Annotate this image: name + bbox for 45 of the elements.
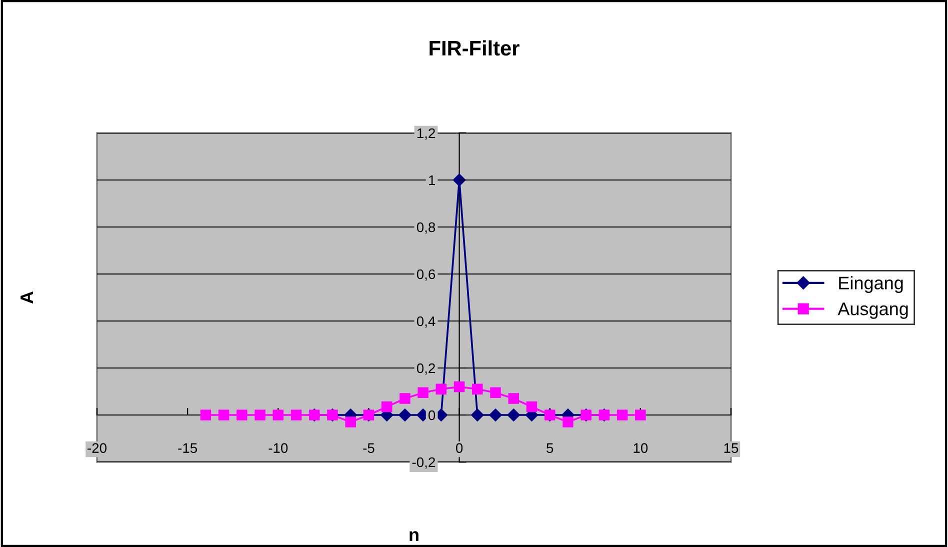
point — [436, 384, 447, 395]
y-tick-label: 0,8 — [416, 222, 436, 234]
y-tick-label: 1 — [429, 175, 435, 186]
x-tick-label: 0 — [456, 443, 463, 453]
point — [470, 408, 484, 422]
point — [490, 387, 501, 398]
y-axis-title: A — [20, 291, 34, 304]
x-tick-label: 10 — [634, 443, 648, 453]
point — [272, 410, 284, 420]
point — [489, 408, 502, 422]
x-tick-label: -15 — [178, 443, 198, 453]
y-tick-label: 0 — [428, 410, 436, 420]
point — [507, 408, 520, 422]
y-tick-label: 0,2 — [416, 363, 435, 375]
point — [290, 410, 302, 420]
y-tick-label: 0,6 — [416, 269, 436, 281]
point — [635, 410, 646, 420]
point — [218, 410, 230, 420]
y-tick-label: 1,2 — [417, 128, 435, 140]
x-tick-label: -20 — [88, 443, 106, 453]
legend-label: Ausgang — [838, 302, 908, 319]
point — [381, 401, 392, 412]
point — [472, 384, 483, 395]
x-tick-label: -5 — [363, 443, 374, 453]
point — [236, 410, 248, 420]
y-tick-label: 0,4 — [416, 316, 436, 328]
chart-title: FIR-Filter — [430, 40, 520, 56]
point — [400, 393, 410, 404]
point — [454, 381, 465, 392]
x-axis-title: n — [410, 531, 418, 541]
point — [398, 408, 412, 422]
point — [526, 401, 538, 412]
point — [418, 387, 428, 398]
point — [200, 410, 212, 420]
x-tick-label: 5 — [546, 443, 554, 453]
point — [508, 393, 520, 404]
point — [452, 174, 466, 186]
point — [616, 410, 628, 420]
point — [562, 416, 574, 428]
point — [345, 416, 356, 428]
x-tick-label: 15 — [724, 443, 738, 453]
x-tick-label: -10 — [268, 443, 288, 453]
legend-label: Eingang — [839, 276, 903, 293]
y-tick-label: -0,2 — [412, 457, 435, 469]
point — [254, 410, 266, 420]
